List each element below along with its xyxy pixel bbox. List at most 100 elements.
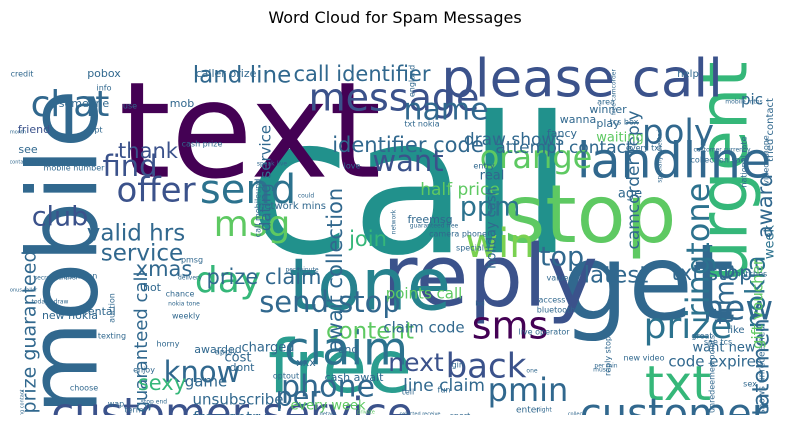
word-bonus-caller: bonus caller bbox=[10, 288, 38, 294]
word-mobile: mobile bbox=[10, 89, 119, 415]
word-end: end bbox=[338, 343, 359, 356]
word-horny: horny bbox=[157, 340, 180, 349]
word-real: real bbox=[480, 169, 505, 184]
word-opt: opt bbox=[89, 126, 102, 135]
word-credit: credit bbox=[11, 70, 34, 79]
word-camera-phone: camera phone bbox=[429, 230, 487, 239]
word-get: get bbox=[562, 222, 734, 344]
word-term: term bbox=[125, 406, 144, 415]
word-ppm: ppm bbox=[460, 192, 521, 223]
word-mob: mob bbox=[170, 97, 194, 110]
word-mobile-mths: mobile mths bbox=[725, 99, 762, 106]
word-sex: sex bbox=[743, 380, 757, 389]
word-top: top bbox=[540, 242, 584, 273]
word-dating-service: dating service bbox=[257, 125, 275, 231]
word-points-call: points call bbox=[386, 285, 463, 303]
word-phone: phone bbox=[281, 370, 375, 405]
word-day: day bbox=[195, 260, 261, 301]
word-poly: poly bbox=[642, 113, 714, 153]
word-chat: chat bbox=[31, 84, 110, 125]
word-freemsg: freemsg bbox=[407, 213, 452, 226]
word-new-nokia: new nokia bbox=[42, 309, 98, 322]
word-per-min: per min bbox=[594, 363, 617, 370]
word-someone: someone bbox=[59, 97, 110, 110]
word-nokia: nokia bbox=[741, 255, 772, 328]
word-matches: matches bbox=[733, 270, 767, 279]
word-sport: sport bbox=[450, 412, 471, 416]
word-award: award bbox=[753, 174, 777, 239]
word-nokia-tone: nokia tone bbox=[168, 301, 200, 308]
word-delivery: delivery bbox=[178, 275, 203, 282]
word-weekly: weekly bbox=[172, 312, 200, 321]
word-collect: collect bbox=[568, 412, 584, 416]
word-prize: prize bbox=[644, 306, 733, 347]
word-help: help bbox=[677, 69, 699, 80]
word-tcs-box: tcs box bbox=[610, 118, 639, 127]
word-love: love bbox=[344, 162, 361, 171]
word-pobox: pobox bbox=[87, 67, 121, 80]
word-latest: latest bbox=[584, 263, 649, 289]
word-month: month bbox=[10, 130, 26, 136]
word-send-stop: send stop bbox=[259, 285, 401, 319]
word-secret-admirer: secret admirer bbox=[34, 275, 78, 282]
word-private: private bbox=[357, 410, 375, 416]
word-land-line: land line bbox=[193, 63, 291, 89]
word-play: play bbox=[596, 117, 620, 130]
word-win: win bbox=[465, 221, 534, 267]
word-per: per bbox=[276, 382, 322, 413]
word-free-camcorder: free camcorder bbox=[611, 69, 618, 115]
word-question: question bbox=[63, 272, 98, 281]
word-music: music bbox=[593, 367, 611, 374]
word-xmas: xmas bbox=[136, 257, 193, 281]
word-camcorder-reply: camcorder reply bbox=[624, 110, 644, 249]
word-tell: tell bbox=[402, 388, 415, 397]
word-fancy: fancy bbox=[547, 127, 578, 140]
word-new: new bbox=[703, 289, 773, 329]
word-cloud-area: call free text mobile txt get reply stop tone urg… bbox=[10, 32, 778, 415]
word-want: want bbox=[372, 144, 443, 178]
word-prize-guaranteed: prize guaranteed bbox=[19, 251, 41, 414]
word-age: age bbox=[618, 187, 642, 202]
word-free: free bbox=[268, 325, 412, 410]
word-sexy: sexy bbox=[138, 371, 186, 395]
word-awarded: awarded bbox=[194, 343, 242, 356]
word-valid-hrs: valid hrs bbox=[87, 221, 185, 247]
word-txt: txt bbox=[645, 356, 711, 412]
word-sae-tcs: sae tcs bbox=[704, 338, 732, 347]
word-club: club bbox=[32, 202, 89, 233]
word-stop-end: stop end bbox=[141, 399, 167, 406]
word-orange: orange bbox=[480, 138, 593, 176]
word-shows-unredeemed: shows unredeemed bbox=[758, 326, 768, 414]
word-caller-prize: caller prize bbox=[196, 67, 257, 80]
word-waiting: waiting bbox=[596, 131, 643, 146]
word-choose: choose bbox=[70, 384, 98, 393]
word-enjoy: enjoy bbox=[133, 366, 155, 375]
word-apply: apply bbox=[215, 348, 237, 357]
word-night: night bbox=[536, 407, 552, 414]
word-stop: stop bbox=[504, 168, 677, 261]
word-game: game bbox=[185, 373, 228, 391]
word-call-identifier: call identifier bbox=[293, 62, 430, 86]
word-cash-await: cash await bbox=[325, 371, 385, 384]
word-network-mins: network mins bbox=[258, 201, 326, 212]
word-trying-contact: trying contact bbox=[20, 389, 26, 415]
word-chance: chance bbox=[166, 290, 195, 299]
word-use: use bbox=[123, 102, 137, 111]
word-line-claim: line claim bbox=[403, 376, 485, 396]
word-join: join bbox=[348, 227, 387, 251]
word-auction: auction bbox=[108, 293, 117, 323]
word-todays-draw: todays draw bbox=[32, 299, 69, 306]
word-wap: wap bbox=[108, 400, 125, 409]
word-cash-prize: cash prize bbox=[182, 140, 223, 149]
word-urgent: urgent bbox=[685, 61, 763, 282]
word-landline: landline bbox=[577, 133, 771, 190]
word-content: content bbox=[326, 319, 414, 345]
word-speak-live: speak live bbox=[257, 161, 288, 168]
word-mobile-number: mobile number bbox=[44, 164, 106, 173]
word-txt-stop: txt stop bbox=[672, 261, 753, 285]
word-offer: offer bbox=[116, 171, 195, 211]
word-guaranteed-free: guaranteed free bbox=[410, 223, 459, 230]
word-call: call bbox=[247, 76, 573, 297]
word-collection-sae: collection sae bbox=[691, 156, 746, 165]
word-area: area bbox=[597, 98, 615, 107]
